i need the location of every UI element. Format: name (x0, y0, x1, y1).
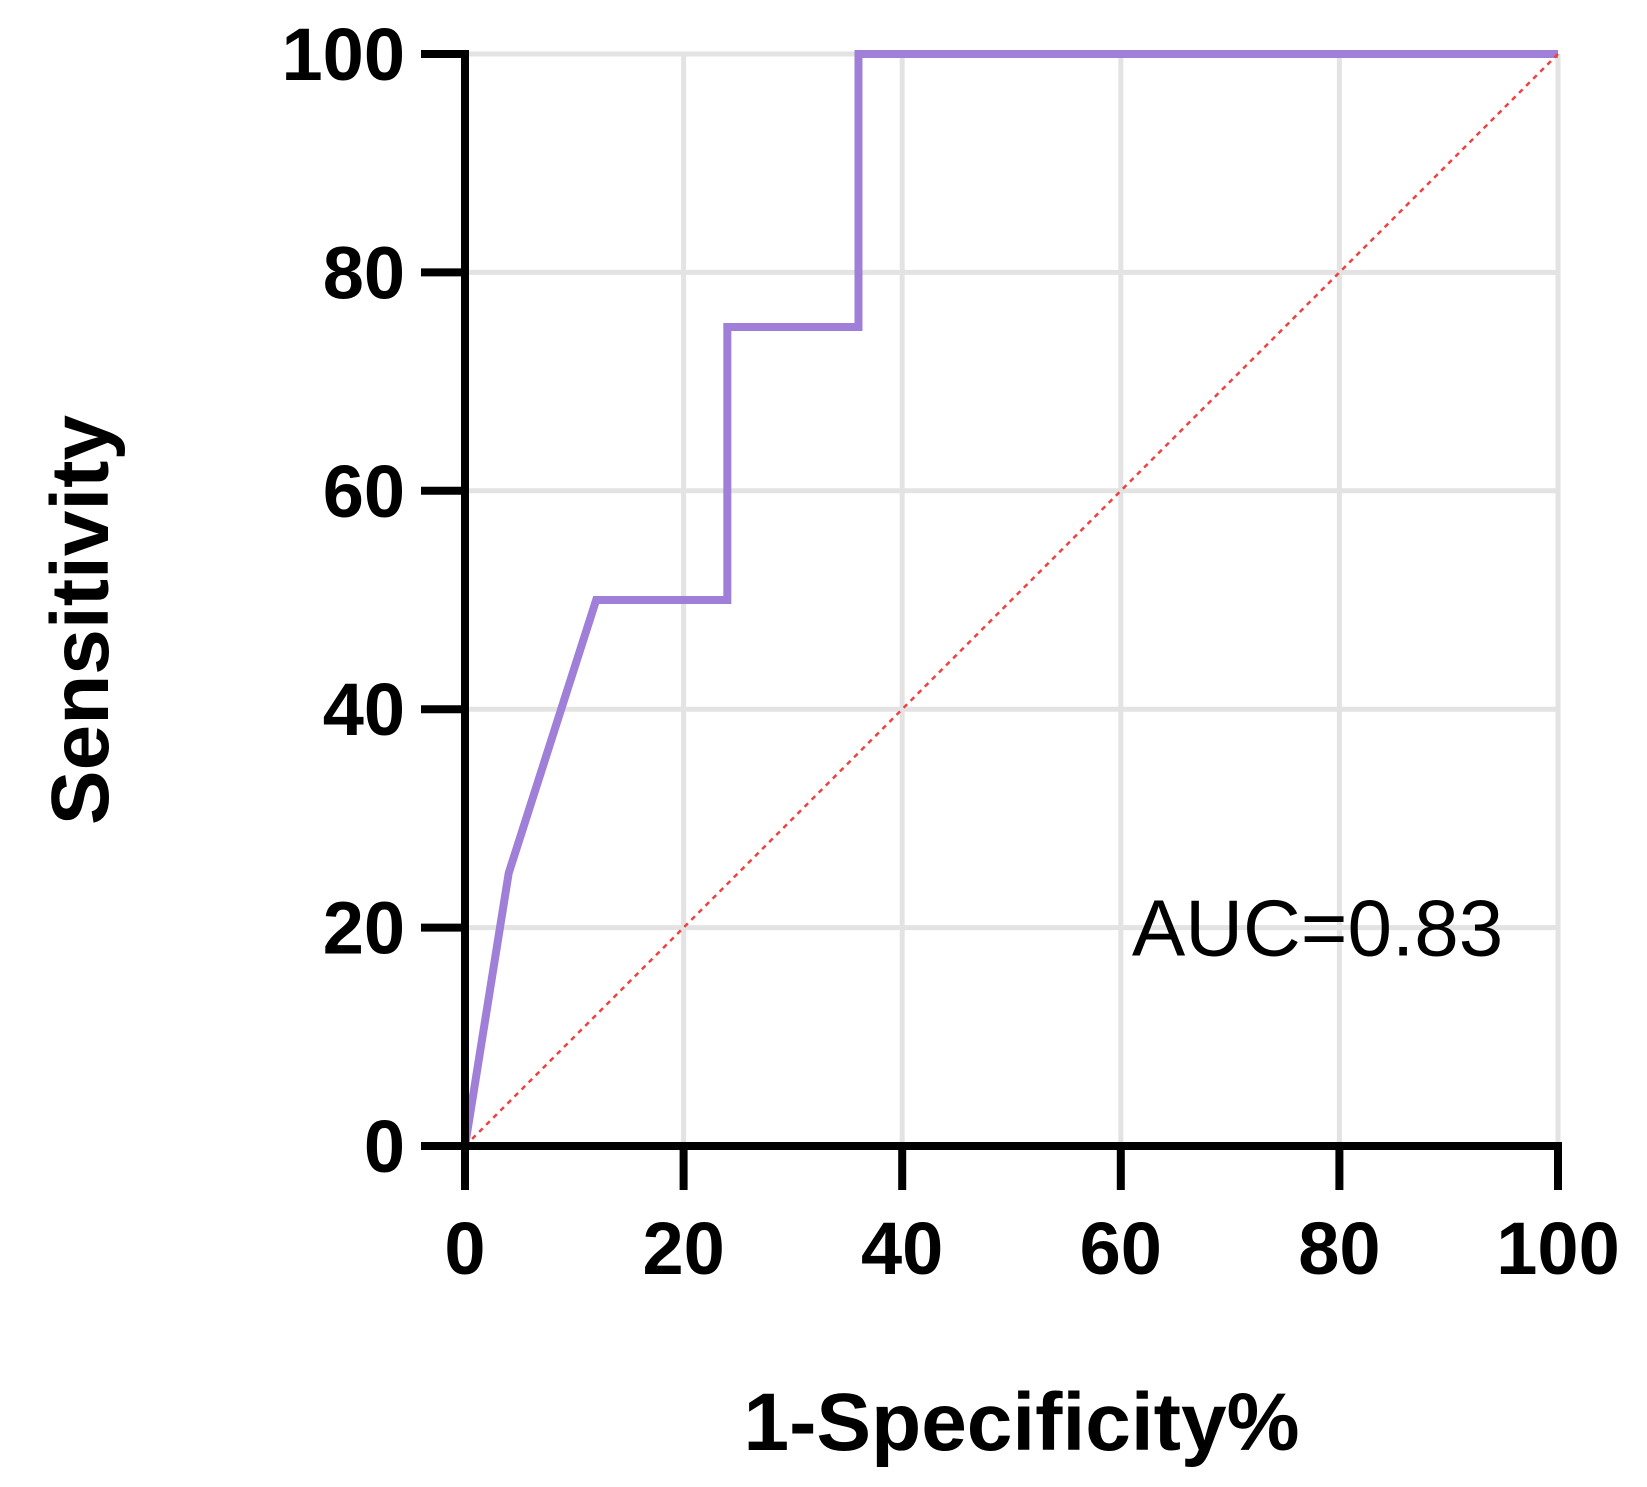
x-tick-label-60: 60 (1080, 1207, 1162, 1290)
y-tick-label-60: 60 (323, 450, 405, 533)
x-axis-title: 1-Specificity% (744, 1377, 1300, 1468)
auc-annotation: AUC=0.83 (1132, 884, 1503, 973)
roc-curve-line (461, 50, 1558, 1147)
y-tick-label-100: 100 (282, 13, 405, 96)
reference-diagonal-line (464, 53, 1559, 1147)
tick-marks (421, 50, 1562, 1190)
series-lines (461, 50, 1559, 1147)
annotations: AUC=0.83 (1132, 884, 1503, 973)
x-tick-label-80: 80 (1298, 1207, 1380, 1290)
axes (461, 50, 1562, 1150)
x-tick-label-20: 20 (642, 1207, 724, 1290)
y-tick-label-0: 0 (364, 1105, 405, 1188)
y-tick-label-20: 20 (323, 887, 405, 970)
tick-labels: 0 20 40 60 80 100 0 20 40 60 80 100 (282, 13, 1620, 1290)
x-tick-label-0: 0 (444, 1207, 485, 1290)
y-tick-label-40: 40 (323, 668, 405, 751)
y-tick-label-80: 80 (323, 231, 405, 314)
x-tick-label-100: 100 (1496, 1207, 1619, 1290)
x-tick-label-40: 40 (861, 1207, 943, 1290)
y-axis-title: Sensitivity (35, 415, 126, 826)
